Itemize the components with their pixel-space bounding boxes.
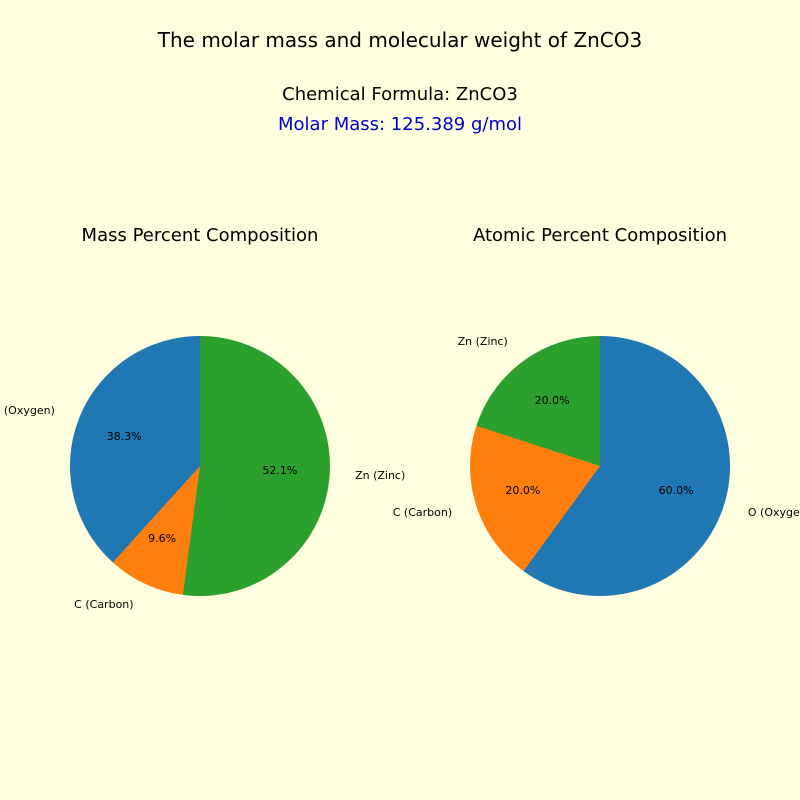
molar-mass: Molar Mass: 125.389 g/mol xyxy=(0,114,800,135)
slice-label: Zn (Zinc) xyxy=(355,469,405,482)
slice-label: C (Carbon) xyxy=(74,598,133,611)
slice-percent: 60.0% xyxy=(659,484,694,497)
slice-label: O (Oxygen) xyxy=(0,404,55,417)
charts-row: Mass Percent Composition 38.3%O (Oxygen)… xyxy=(0,225,800,596)
pie-disc xyxy=(470,336,730,596)
slice-percent: 52.1% xyxy=(262,464,297,477)
mass-pie-chart: 38.3%O (Oxygen)9.6%C (Carbon)52.1%Zn (Zi… xyxy=(70,336,330,596)
main-title: The molar mass and molecular weight of Z… xyxy=(0,28,800,52)
mass-chart-title: Mass Percent Composition xyxy=(82,225,319,246)
slice-percent: 20.0% xyxy=(535,394,570,407)
slice-label: O (Oxygen) xyxy=(748,506,800,519)
chemical-formula: Chemical Formula: ZnCO3 xyxy=(0,84,800,105)
atomic-pie-chart: 20.0%Zn (Zinc)20.0%C (Carbon)60.0%O (Oxy… xyxy=(470,336,730,596)
slice-label: Zn (Zinc) xyxy=(458,335,508,348)
slice-percent: 38.3% xyxy=(107,430,142,443)
slice-label: C (Carbon) xyxy=(393,506,452,519)
atomic-chart-col: Atomic Percent Composition 20.0%Zn (Zinc… xyxy=(400,225,800,596)
atomic-chart-title: Atomic Percent Composition xyxy=(473,225,727,246)
mass-chart-col: Mass Percent Composition 38.3%O (Oxygen)… xyxy=(0,225,400,596)
slice-percent: 9.6% xyxy=(148,532,176,545)
slice-percent: 20.0% xyxy=(505,484,540,497)
